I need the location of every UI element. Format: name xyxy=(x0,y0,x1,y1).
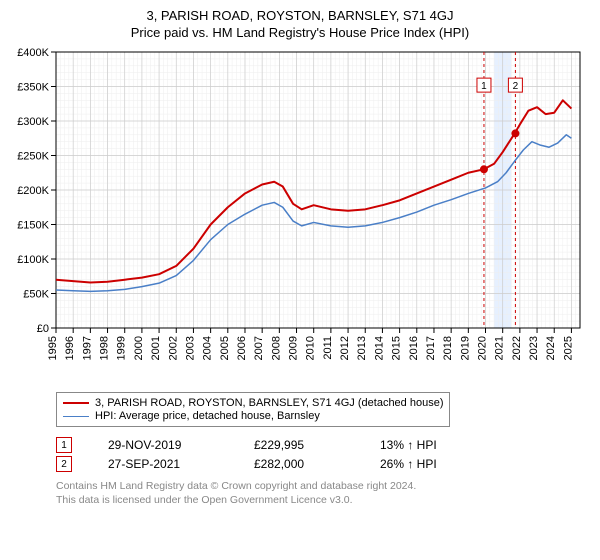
svg-text:1: 1 xyxy=(481,81,487,92)
marker-row: 2 27-SEP-2021 £282,000 26% ↑ HPI xyxy=(56,456,590,472)
svg-text:1999: 1999 xyxy=(116,336,128,360)
svg-text:£100K: £100K xyxy=(17,254,49,266)
marker-table: 1 29-NOV-2019 £229,995 13% ↑ HPI 2 27-SEP-202… xyxy=(56,437,590,472)
svg-text:2004: 2004 xyxy=(202,336,214,360)
svg-text:1997: 1997 xyxy=(81,336,93,360)
marker-row: 1 29-NOV-2019 £229,995 13% ↑ HPI xyxy=(56,437,590,453)
svg-text:£0: £0 xyxy=(37,323,49,335)
line-chart-svg: 1995 1996 1997 1998 1999 2000 2001 2002 2003 2004… xyxy=(10,46,590,386)
svg-text:2009: 2009 xyxy=(288,336,300,360)
legend-swatch xyxy=(63,402,89,404)
legend-item: 3, PARISH ROAD, ROYSTON, BARNSLEY, S71 4… xyxy=(63,397,443,409)
legend-swatch xyxy=(63,416,89,417)
marker-number-box: 1 xyxy=(56,437,72,453)
legend-label: HPI: Average price, detached house, Barn… xyxy=(95,410,320,422)
marker-date: 29-NOV-2019 xyxy=(108,438,218,452)
legend: 3, PARISH ROAD, ROYSTON, BARNSLEY, S71 4… xyxy=(56,392,450,427)
svg-text:2011: 2011 xyxy=(322,336,334,360)
marker-delta: 26% ↑ HPI xyxy=(380,457,437,471)
chart-title: 3, PARISH ROAD, ROYSTON, BARNSLEY, S71 4… xyxy=(10,8,590,23)
svg-text:£300K: £300K xyxy=(17,116,49,128)
svg-text:2021: 2021 xyxy=(494,336,506,360)
svg-text:£150K: £150K xyxy=(17,220,49,232)
chart-subtitle: Price paid vs. HM Land Registry's House … xyxy=(10,25,590,40)
svg-text:2014: 2014 xyxy=(373,336,385,360)
svg-text:2010: 2010 xyxy=(305,336,317,360)
legend-item: HPI: Average price, detached house, Barn… xyxy=(63,410,443,422)
marker-price: £229,995 xyxy=(254,438,344,452)
svg-text:1996: 1996 xyxy=(64,336,76,360)
svg-text:2015: 2015 xyxy=(391,336,403,360)
svg-text:2022: 2022 xyxy=(511,336,523,360)
svg-text:2019: 2019 xyxy=(459,336,471,360)
svg-text:2003: 2003 xyxy=(184,336,196,360)
svg-text:2020: 2020 xyxy=(477,336,489,360)
svg-text:2005: 2005 xyxy=(219,336,231,360)
svg-text:2018: 2018 xyxy=(442,336,454,360)
svg-text:2025: 2025 xyxy=(562,336,574,360)
chart-area: 1995 1996 1997 1998 1999 2000 2001 2002 2003 2004… xyxy=(10,46,590,386)
svg-text:2024: 2024 xyxy=(545,336,557,360)
svg-text:1995: 1995 xyxy=(47,336,59,360)
footnote-line-2: This data is licensed under the Open Gov… xyxy=(56,494,590,508)
svg-text:2012: 2012 xyxy=(339,336,351,360)
footnote: Contains HM Land Registry data © Crown c… xyxy=(56,480,590,507)
svg-text:2016: 2016 xyxy=(408,336,420,360)
svg-text:£350K: £350K xyxy=(17,82,49,94)
legend-label: 3, PARISH ROAD, ROYSTON, BARNSLEY, S71 4… xyxy=(95,397,443,409)
marker-date: 27-SEP-2021 xyxy=(108,457,218,471)
footnote-line-1: Contains HM Land Registry data © Crown c… xyxy=(56,480,590,494)
svg-text:£200K: £200K xyxy=(17,185,49,197)
svg-text:2007: 2007 xyxy=(253,336,265,360)
marker-price: £282,000 xyxy=(254,457,344,471)
svg-text:£400K: £400K xyxy=(17,47,49,59)
svg-text:1998: 1998 xyxy=(99,336,111,360)
svg-text:2023: 2023 xyxy=(528,336,540,360)
svg-text:2000: 2000 xyxy=(133,336,145,360)
svg-text:2017: 2017 xyxy=(425,336,437,360)
svg-text:2001: 2001 xyxy=(150,336,162,360)
svg-text:2006: 2006 xyxy=(236,336,248,360)
svg-text:£50K: £50K xyxy=(23,289,49,301)
marker-delta: 13% ↑ HPI xyxy=(380,438,437,452)
svg-text:2008: 2008 xyxy=(270,336,282,360)
svg-text:2: 2 xyxy=(513,81,519,92)
svg-text:2002: 2002 xyxy=(167,336,179,360)
svg-text:£250K: £250K xyxy=(17,151,49,163)
svg-text:2013: 2013 xyxy=(356,336,368,360)
marker-number-box: 2 xyxy=(56,456,72,472)
